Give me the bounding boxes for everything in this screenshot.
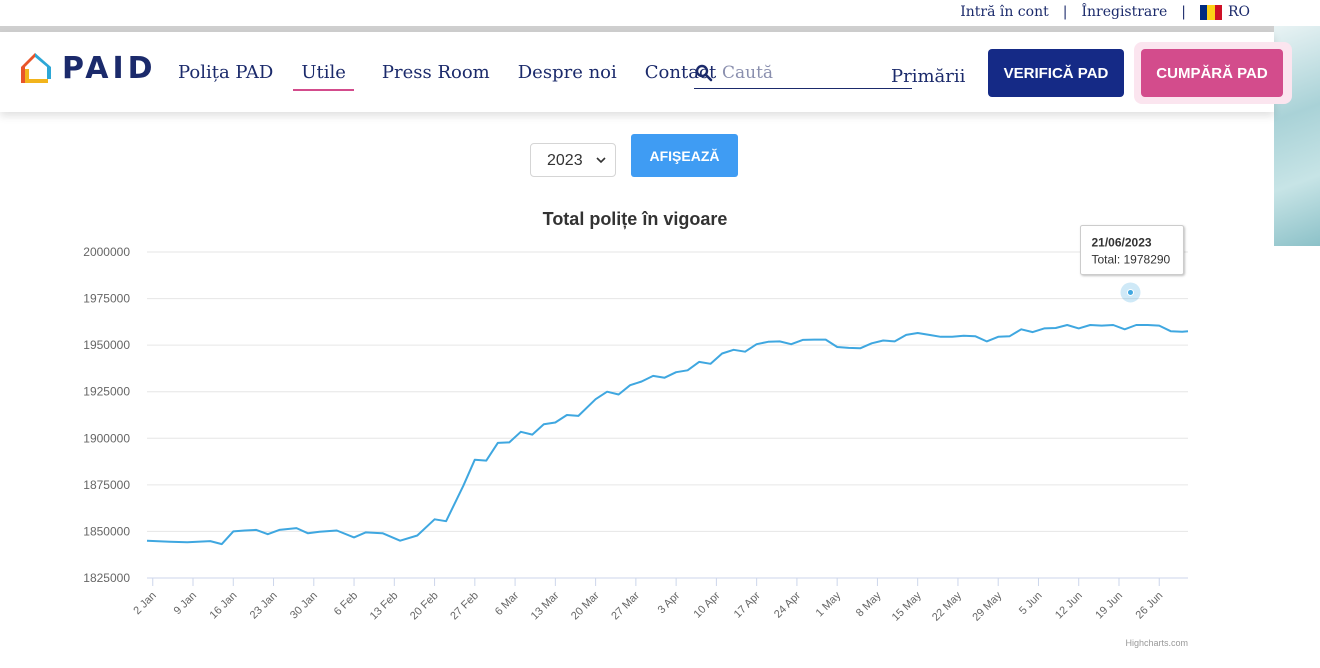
y-tick-label: 1850000	[83, 524, 130, 538]
x-tick-label: 23 Jan	[248, 590, 280, 622]
nav-primarii[interactable]: Primării	[891, 66, 966, 87]
year-value: 2023	[547, 152, 583, 169]
language-label: RO	[1227, 4, 1250, 20]
x-tick-label: 12 Jun	[1053, 590, 1085, 622]
utility-links: Intră în cont | Înregistrare | RO	[960, 4, 1250, 20]
x-tick-label: 26 Jun	[1134, 590, 1166, 622]
header-top-border	[0, 26, 1274, 32]
x-tick-label: 1 May	[814, 589, 844, 619]
nav-polita-pad[interactable]: Polița PAD	[178, 62, 274, 83]
year-select[interactable]: 2023	[530, 143, 616, 177]
x-tick-label: 10 Apr	[692, 589, 723, 620]
x-axis: 2 Jan 9 Jan 16 Jan 23 Jan 30 Jan 6 Feb 13 Feb 2…	[131, 577, 1188, 624]
tooltip-value: Total: 1978290	[1091, 252, 1170, 266]
x-tick-label: 20 Mar	[569, 589, 602, 622]
grid-lines	[147, 251, 1188, 532]
x-tick-label: 16 Jan	[208, 590, 240, 622]
search-icon[interactable]	[695, 64, 713, 82]
x-tick-label: 8 May	[854, 589, 884, 619]
main-nav: Polița PAD Utile Press Room Despre noi C…	[178, 62, 716, 91]
nav-utile[interactable]: Utile	[293, 62, 354, 91]
x-tick-label: 24 Apr	[772, 589, 803, 620]
x-tick-label: 27 Feb	[448, 590, 481, 623]
x-tick-label: 6 Mar	[493, 589, 522, 618]
series-line	[146, 324, 1189, 546]
x-tick-label: 17 Apr	[732, 589, 763, 620]
search-input[interactable]	[720, 62, 894, 84]
chart-credits[interactable]: Highcharts.com	[1125, 638, 1188, 648]
x-tick-label: 2 Jan	[131, 590, 159, 618]
x-tick-label: 27 Mar	[609, 589, 642, 622]
separator: |	[1062, 4, 1068, 20]
chart-tooltip: 21/06/2023 Total: 1978290	[1079, 224, 1184, 275]
x-tick-label: 13 Feb	[368, 590, 401, 623]
nav-press-room[interactable]: Press Room	[381, 62, 490, 83]
x-tick-label: 6 Feb	[332, 590, 360, 618]
tooltip-date: 21/06/2023	[1091, 235, 1151, 249]
x-tick-label: 22 May	[930, 589, 964, 623]
register-link[interactable]: Înregistrare	[1081, 4, 1168, 20]
x-tick-label: 29 May	[970, 589, 1004, 623]
y-tick-label: 1950000	[83, 338, 130, 352]
x-tick-label: 20 Feb	[408, 590, 441, 623]
y-tick-label: 1925000	[83, 385, 130, 399]
romania-flag-icon	[1199, 4, 1222, 20]
language-switch[interactable]: RO	[1199, 4, 1250, 20]
main-header: PAID Polița PAD Utile Press Room Despre …	[0, 32, 1292, 112]
hover-point[interactable]	[1126, 288, 1134, 296]
y-tick-label: 1825000	[83, 571, 130, 585]
chart-title: Total polițe în vigoare	[543, 209, 728, 229]
chevron-down-icon	[596, 157, 606, 164]
x-tick-label: 13 Mar	[529, 589, 562, 622]
verify-pad-button[interactable]: VERIFICĂ PAD	[988, 49, 1124, 97]
y-tick-label: 2000000	[83, 245, 130, 259]
y-tick-label: 1900000	[83, 431, 130, 445]
show-button[interactable]: AFIŞEAZĂ	[631, 134, 738, 177]
utility-bar: Intră în cont | Înregistrare | RO	[0, 0, 1320, 26]
x-tick-label: 5 Jun	[1017, 590, 1045, 618]
buy-button-halo: CUMPĂRĂ PAD	[1134, 42, 1292, 104]
x-tick-label: 19 Jun	[1093, 590, 1125, 622]
y-axis: 2000000 1975000 1950000 1925000 1900000 18750…	[83, 245, 130, 585]
x-tick-label: 3 Apr	[656, 589, 683, 616]
separator: |	[1181, 4, 1186, 20]
search-box	[694, 62, 912, 89]
y-tick-label: 1875000	[83, 478, 130, 492]
logo[interactable]: PAID	[18, 50, 157, 86]
login-link[interactable]: Intră în cont	[960, 4, 1049, 20]
hover-marker	[1120, 282, 1141, 303]
logo-text: PAID	[62, 50, 157, 86]
policies-chart: Total polițe în vigoare 2000000 1975000 19…	[83, 209, 1189, 648]
house-logo-icon	[21, 53, 51, 83]
x-tick-label: 9 Jan	[172, 590, 200, 618]
buy-pad-button[interactable]: CUMPĂRĂ PAD	[1141, 49, 1283, 97]
nav-despre-noi[interactable]: Despre noi	[517, 62, 617, 83]
x-tick-label: 15 May	[890, 589, 924, 623]
x-tick-label: 30 Jan	[288, 590, 320, 622]
y-tick-label: 1975000	[83, 292, 130, 306]
